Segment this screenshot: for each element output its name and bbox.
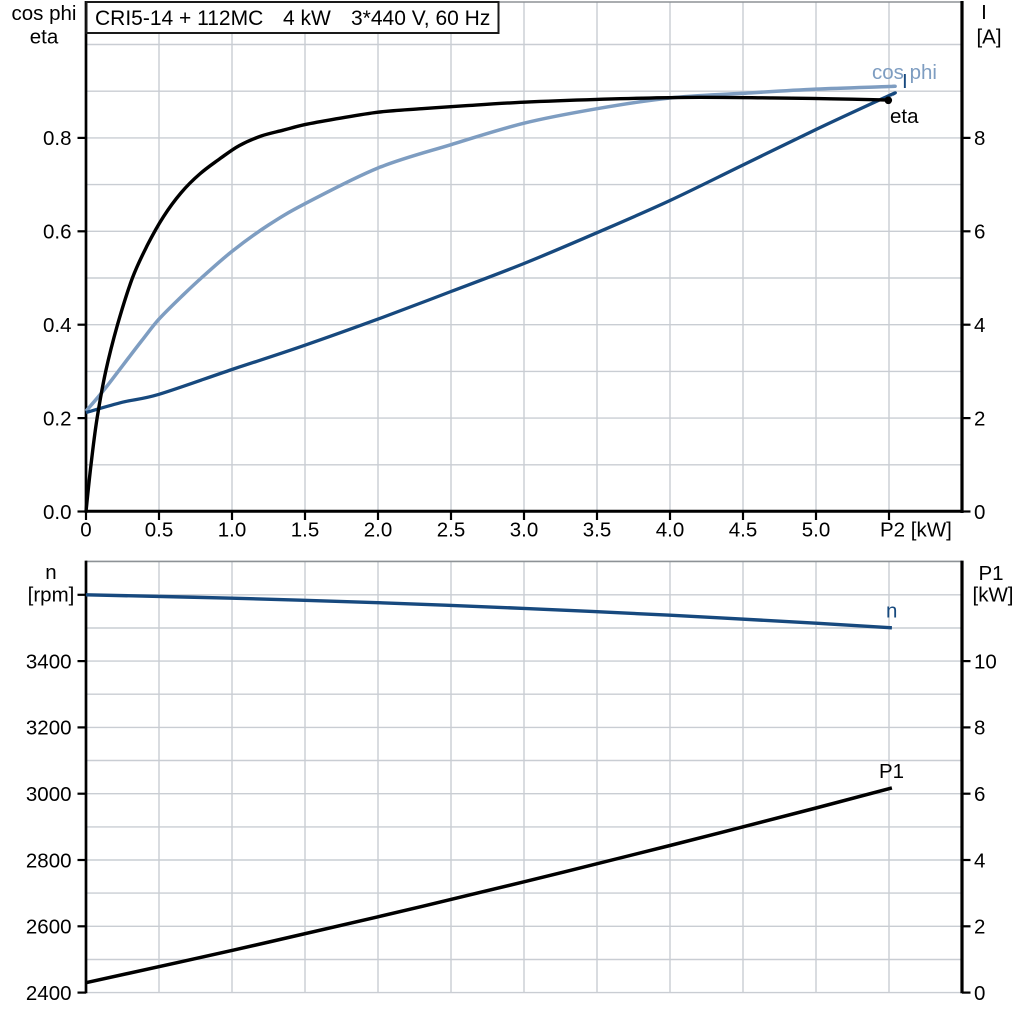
svg-text:cos phi: cos phi <box>872 61 937 84</box>
svg-text:[A]: [A] <box>976 26 1001 49</box>
svg-text:2600: 2600 <box>26 916 72 939</box>
svg-text:0.4: 0.4 <box>43 314 72 337</box>
svg-text:3400: 3400 <box>26 650 72 673</box>
svg-text:8: 8 <box>974 127 985 150</box>
svg-text:[kW]: [kW] <box>973 584 1014 607</box>
svg-text:n: n <box>886 600 897 623</box>
svg-text:4: 4 <box>974 314 985 337</box>
svg-text:2.0: 2.0 <box>364 519 393 542</box>
svg-text:0: 0 <box>80 519 91 542</box>
svg-text:2800: 2800 <box>26 849 72 872</box>
svg-text:0: 0 <box>974 501 985 524</box>
svg-text:eta: eta <box>890 105 919 128</box>
svg-text:1.0: 1.0 <box>218 519 247 542</box>
svg-text:2: 2 <box>974 407 985 430</box>
svg-text:1.5: 1.5 <box>291 519 320 542</box>
svg-text:0.2: 0.2 <box>43 407 72 430</box>
svg-text:6: 6 <box>974 783 985 806</box>
svg-text:I: I <box>981 1 987 24</box>
svg-text:CRI5-14 + 112MC: CRI5-14 + 112MC <box>95 7 263 30</box>
svg-text:3.0: 3.0 <box>510 519 539 542</box>
svg-text:3200: 3200 <box>26 717 72 740</box>
svg-text:4.0: 4.0 <box>656 519 685 542</box>
svg-text:6: 6 <box>974 221 985 244</box>
svg-text:8: 8 <box>974 717 985 740</box>
svg-text:3*440 V, 60 Hz: 3*440 V, 60 Hz <box>351 7 490 30</box>
svg-text:2: 2 <box>974 916 985 939</box>
svg-text:4: 4 <box>974 849 985 872</box>
svg-text:3.5: 3.5 <box>583 519 612 542</box>
svg-text:0.8: 0.8 <box>43 127 72 150</box>
svg-text:5.0: 5.0 <box>802 519 831 542</box>
svg-text:I: I <box>902 70 908 93</box>
svg-text:0.5: 0.5 <box>145 519 174 542</box>
svg-text:4 kW: 4 kW <box>283 7 331 30</box>
svg-text:2.5: 2.5 <box>437 519 466 542</box>
svg-text:P1: P1 <box>978 562 1003 585</box>
svg-text:0.6: 0.6 <box>43 221 72 244</box>
svg-text:3000: 3000 <box>26 783 72 806</box>
svg-text:10: 10 <box>974 650 997 673</box>
svg-text:4.5: 4.5 <box>729 519 758 542</box>
svg-text:2400: 2400 <box>26 982 72 1005</box>
svg-text:n: n <box>45 561 56 584</box>
svg-text:0: 0 <box>974 982 985 1005</box>
svg-text:cos phi: cos phi <box>12 2 77 25</box>
svg-text:eta: eta <box>30 26 59 49</box>
svg-text:[rpm]: [rpm] <box>28 584 75 607</box>
svg-text:P2 [kW]: P2 [kW] <box>880 519 952 542</box>
svg-text:0.0: 0.0 <box>43 501 72 524</box>
svg-text:P1: P1 <box>879 760 904 783</box>
